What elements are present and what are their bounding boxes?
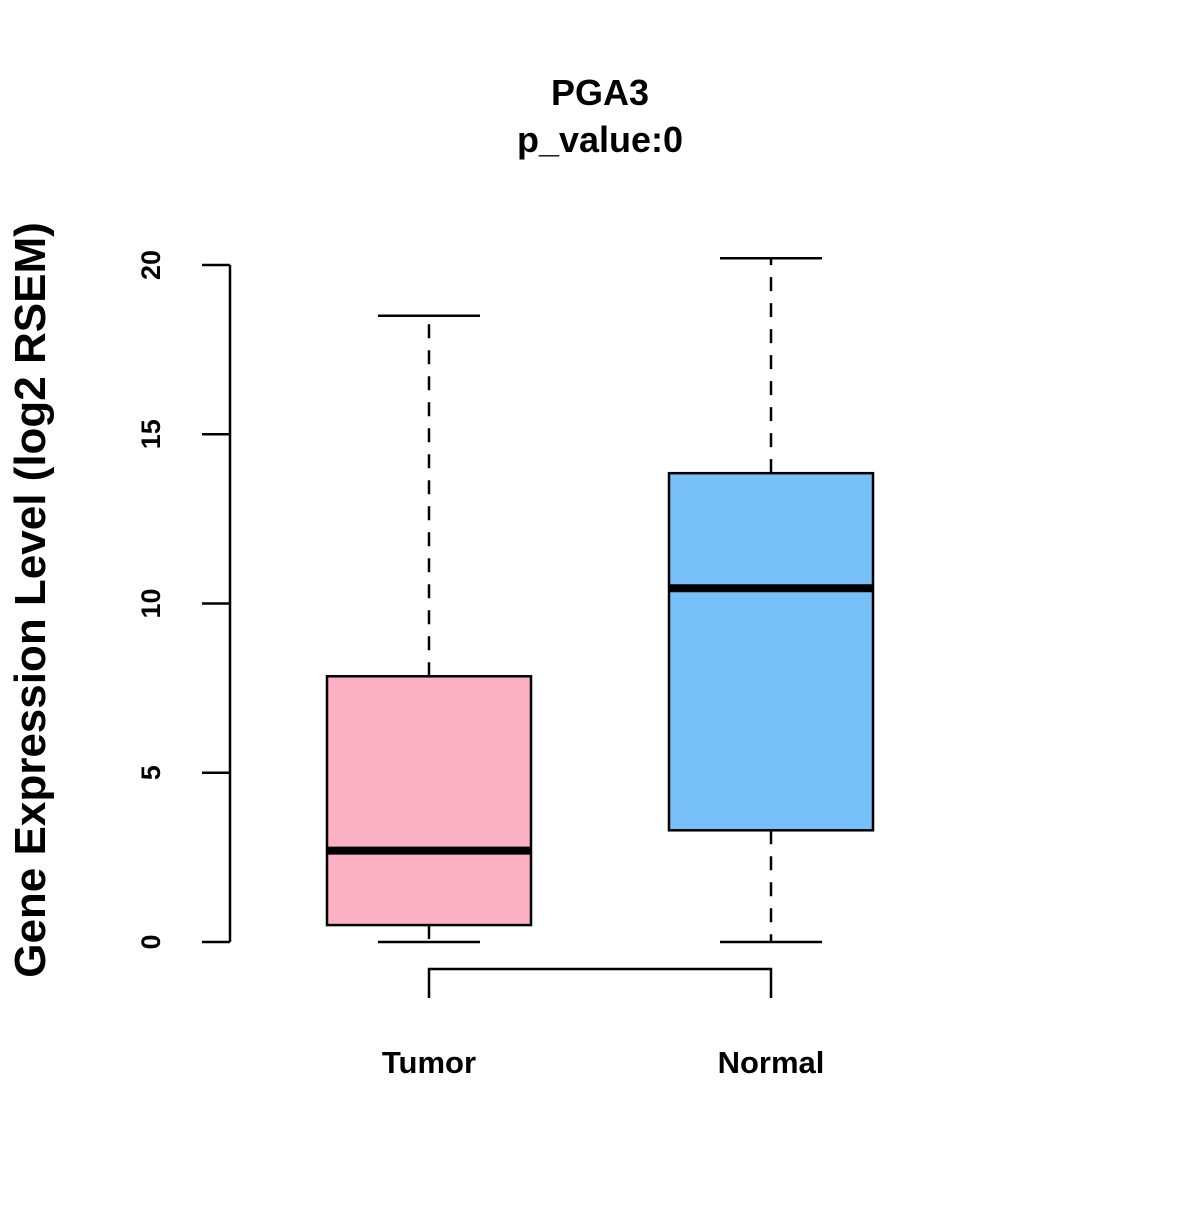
chart-title: PGA3 <box>551 72 649 113</box>
y-tick-label: 15 <box>136 419 166 449</box>
category-label-tumor: Tumor <box>382 1045 476 1080</box>
category-label-normal: Normal <box>718 1045 825 1080</box>
boxes <box>325 256 875 944</box>
comparison-bracket <box>427 967 773 998</box>
y-axis: 0 5 10 15 20 <box>136 250 232 950</box>
category-labels: Tumor Normal <box>382 1045 824 1080</box>
y-tick-label: 20 <box>136 250 166 280</box>
y-axis-label: Gene Expression Level (log2 RSEM) <box>6 222 55 978</box>
bracket-line <box>427 967 773 998</box>
y-tick-label: 0 <box>136 934 166 949</box>
box-normal <box>667 256 875 944</box>
chart-subtitle: p_value:0 <box>517 119 683 160</box>
y-tick-label: 10 <box>136 588 166 618</box>
box-tumor <box>325 314 533 944</box>
y-tick-label: 5 <box>136 765 166 780</box>
iqr-box <box>667 471 875 832</box>
iqr-box <box>325 675 533 927</box>
